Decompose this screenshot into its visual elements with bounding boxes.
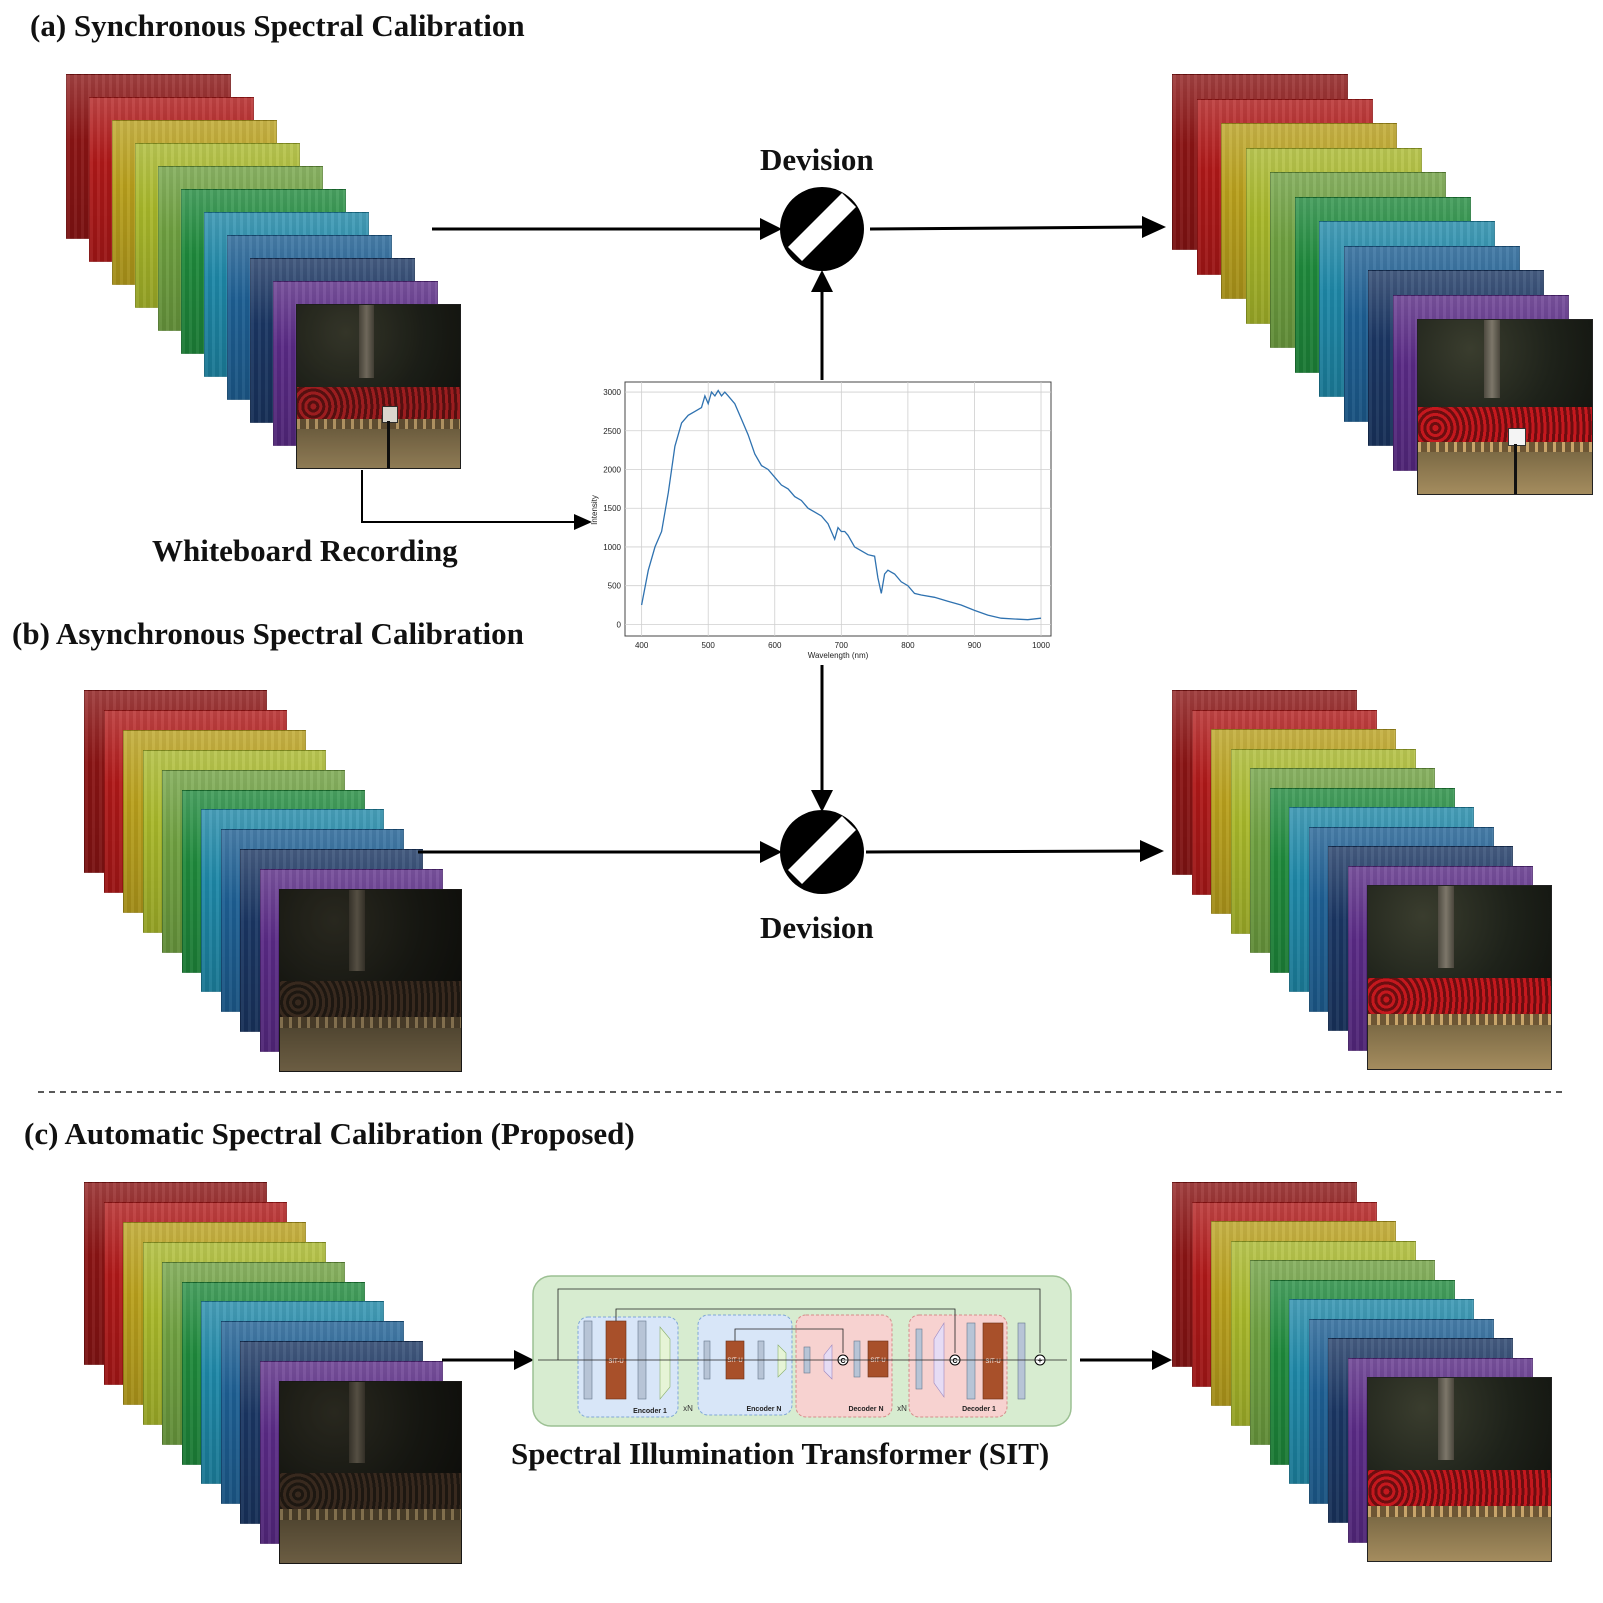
concat-symbol-2: C: [952, 1358, 957, 1365]
sit-architecture: SIT-U Encoder 1 xN SIT-U Encoder N C SIT…: [532, 1275, 1072, 1427]
division-label-top: Devision: [760, 142, 874, 177]
chart-y-tick-label: 3000: [603, 388, 621, 397]
situ-label-4: SIT-U: [985, 1359, 1000, 1365]
chart-y-label: Intensity: [590, 495, 599, 525]
section-a-title: (a) Synchronous Spectral Calibration: [30, 8, 525, 43]
scene-ground: [280, 1519, 461, 1563]
decoder-1-label: Decoder 1: [962, 1406, 996, 1413]
scene-fence: [297, 419, 460, 433]
repeat-label-encoder: xN: [683, 1404, 693, 1413]
arrow-b-division-to-output: [865, 840, 1164, 862]
scene-ground: [1368, 1025, 1551, 1069]
chart-x-tick-label: 500: [702, 641, 716, 650]
scene-ground: [297, 428, 460, 468]
situ-label-1: SIT-U: [608, 1359, 623, 1365]
chart-x-tick-label: 900: [968, 641, 982, 650]
final-conv-bar: [1017, 1322, 1026, 1400]
whiteboard-stand: [386, 420, 390, 468]
whiteboard-recording-label: Whiteboard Recording: [152, 533, 458, 568]
concat-symbol-1: C: [840, 1358, 845, 1365]
rgb-scene-image: [279, 889, 462, 1072]
chart-x-tick-label: 700: [835, 641, 849, 650]
whiteboard: [381, 406, 399, 423]
chart-y-tick-label: 2000: [603, 466, 621, 475]
scene-trunk: [1437, 1378, 1454, 1461]
add-symbol: +: [1038, 1356, 1043, 1365]
division-label-bottom: Devision: [760, 910, 874, 945]
decoder-n-block: C SIT-U Decoder N: [795, 1314, 893, 1418]
encoder-1-block: SIT-U Encoder 1: [577, 1316, 679, 1418]
chart-x-tick-label: 1000: [1032, 641, 1050, 650]
rgb-scene-image: [1367, 1377, 1552, 1562]
scene-trunk: [358, 305, 374, 379]
rgb-scene-image: [1417, 319, 1593, 495]
chart-series-line: [640, 389, 1042, 621]
scene-flowerbed: [297, 386, 460, 426]
scene-trees: [297, 305, 460, 395]
whiteboard: [1508, 427, 1527, 446]
situ-label-3: SIT-U: [870, 1358, 885, 1364]
scene-ground: [1418, 452, 1592, 494]
section-c-title: (c) Automatic Spectral Calibration (Prop…: [24, 1116, 635, 1151]
rgb-scene-image: [1367, 885, 1552, 1070]
rgb-scene-image: [296, 304, 461, 469]
section-b-title: (b) Asynchronous Spectral Calibration: [12, 616, 524, 651]
chart-y-tick-label: 2500: [603, 427, 621, 436]
scene-trunk: [1484, 320, 1500, 399]
arrow-spectrum-to-division-b: [811, 665, 833, 812]
chart-x-tick-label: 400: [635, 641, 649, 650]
scene-fence: [1418, 441, 1592, 456]
decoder-1-block: C SIT-U Decoder 1: [908, 1314, 1008, 1418]
scene-flowerbed: [1368, 977, 1551, 1022]
encoder-n-block: SIT-U Encoder N: [697, 1314, 793, 1416]
chart-x-label: Wavelength (nm): [808, 651, 869, 660]
encoder-n-label: Encoder N: [746, 1406, 781, 1413]
arrow-whiteboard-to-spectrum: [361, 470, 592, 530]
scene-trees: [1368, 886, 1551, 987]
chart-x-tick-label: 600: [768, 641, 782, 650]
scene-ground: [1368, 1517, 1551, 1561]
scene-fence: [280, 1508, 461, 1524]
chart-y-tick-label: 1000: [603, 543, 621, 552]
arrow-a-input-to-division: [432, 218, 782, 240]
division-symbol-top: [780, 187, 864, 271]
chart-ticks: 400 500 600 700 800 900 1000 0 500 1000 1500 2000 25…: [603, 388, 1050, 650]
scene-trees: [280, 890, 461, 990]
arrow-b-input-to-division: [418, 841, 782, 863]
arrow-c-sit-to-output: [1080, 1350, 1172, 1370]
whiteboard-spectrum-chart: 400 500 600 700 800 900 1000 0 500 1000 1500 2000 25…: [590, 381, 1052, 660]
chart-y-tick-label: 0: [617, 620, 622, 629]
arrow-spectrum-to-division-a: [811, 270, 833, 380]
scene-trunk: [1437, 886, 1454, 969]
scene-fence: [1368, 1014, 1551, 1029]
whiteboard-stand: [1513, 443, 1518, 494]
situ-label-2: SIT-U: [727, 1358, 742, 1364]
scene-trees: [1418, 320, 1592, 416]
decoder-n-label: Decoder N: [848, 1406, 883, 1413]
chart-x-tick-label: 800: [901, 641, 915, 650]
scene-trees: [280, 1382, 461, 1482]
scene-fence: [1368, 1506, 1551, 1521]
chart-plot-area: [624, 381, 1052, 637]
scene-fence: [280, 1016, 461, 1032]
encoder-1-label: Encoder 1: [633, 1408, 667, 1415]
scene-trunk: [348, 890, 366, 972]
arrow-c-input-to-sit: [442, 1350, 534, 1370]
repeat-label-decoder: xN: [897, 1404, 907, 1413]
scene-flowerbed: [1368, 1469, 1551, 1514]
sit-label: Spectral Illumination Transformer (SIT): [511, 1436, 1050, 1471]
scene-ground: [280, 1027, 461, 1071]
scene-flowerbed: [1418, 407, 1592, 449]
division-symbol-bottom: [780, 810, 864, 894]
chart-y-tick-label: 1500: [603, 504, 621, 513]
scene-trunk: [348, 1382, 366, 1464]
arrow-a-division-to-output: [869, 216, 1166, 238]
scene-trees: [1368, 1378, 1551, 1479]
chart-y-tick-label: 500: [608, 582, 622, 591]
sit-skip-connections: [557, 1288, 1041, 1360]
chart-grid: [625, 382, 1051, 636]
rgb-scene-image: [279, 1381, 462, 1564]
